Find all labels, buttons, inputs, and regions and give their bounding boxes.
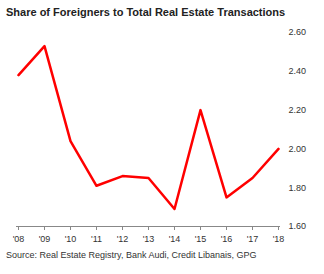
svg-text:'08: '08 <box>13 234 25 244</box>
svg-text:'11: '11 <box>91 234 102 244</box>
svg-text:'09: '09 <box>39 234 51 244</box>
svg-text:'13: '13 <box>143 234 155 244</box>
svg-text:'17: '17 <box>247 234 259 244</box>
svg-text:'14: '14 <box>169 234 181 244</box>
svg-text:'16: '16 <box>221 234 233 244</box>
svg-text:2.20: 2.20 <box>289 105 307 115</box>
svg-text:'10: '10 <box>65 234 77 244</box>
svg-text:1.60: 1.60 <box>289 221 307 231</box>
html-text:Share of Foreigners to Total R: Share of Foreigners to Total Real Estate… <box>6 6 286 18</box>
svg-text:2.40: 2.40 <box>289 66 307 76</box>
svg-text:'12: '12 <box>117 234 129 244</box>
svg-text:2.00: 2.00 <box>289 144 307 154</box>
svg-text:1.80: 1.80 <box>289 183 307 193</box>
svg-text:'15: '15 <box>195 234 207 244</box>
svg-text:2.60: 2.60 <box>289 27 307 37</box>
html-text:Source: Real Estate Registry,: Source: Real Estate Registry, Bank Audi,… <box>6 250 257 260</box>
svg-text:'18: '18 <box>273 234 285 244</box>
